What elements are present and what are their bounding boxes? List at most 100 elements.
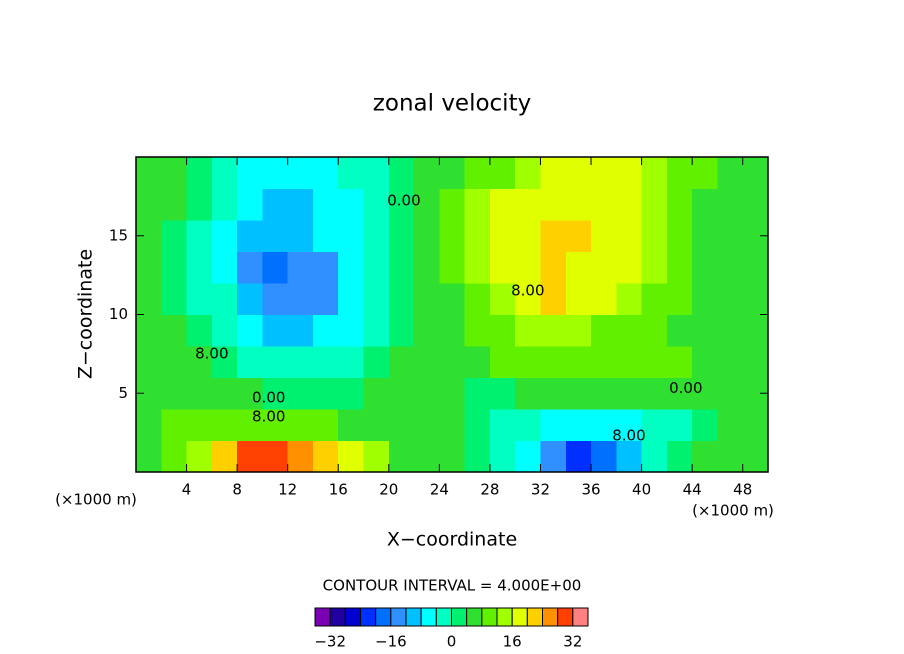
field-cell (338, 377, 365, 410)
field-cell (287, 377, 314, 410)
field-cell (666, 157, 693, 189)
field-cell (641, 377, 668, 410)
field-cell (464, 377, 491, 410)
field-cell (591, 220, 617, 252)
field-cell (540, 440, 567, 473)
field-cell (312, 377, 339, 410)
field-cell (262, 157, 289, 189)
field-cell (388, 377, 415, 410)
field-cell (616, 157, 643, 189)
x-unit-label: (×1000 m) (692, 502, 774, 520)
field-cell (717, 251, 744, 284)
field-cell (363, 188, 390, 221)
field-cell (717, 157, 744, 189)
field-cell (616, 377, 643, 410)
field-cell (717, 188, 744, 221)
field-cell (717, 283, 744, 315)
field-cell (186, 283, 213, 315)
field-cell (414, 314, 440, 347)
field-cell (540, 283, 567, 315)
field-cell (262, 440, 289, 473)
field-cell (540, 251, 567, 284)
field-cell (237, 314, 263, 347)
field-cell (388, 188, 415, 221)
field-cell (742, 188, 769, 221)
field-cell (717, 377, 744, 410)
x-tick-label: 20 (379, 481, 398, 499)
field-cell (439, 188, 466, 221)
field-cell (262, 377, 289, 410)
field-cell (363, 251, 390, 284)
field-cell (237, 440, 263, 473)
field-cell (363, 283, 390, 315)
field-cell (136, 346, 162, 378)
field-cell (717, 314, 744, 347)
field-cell (666, 440, 693, 473)
field-cell (439, 440, 466, 473)
field-cell (515, 346, 541, 378)
field-cell (312, 220, 339, 252)
field-cell (161, 346, 188, 378)
field-cell (388, 283, 415, 315)
field-cell (211, 188, 238, 221)
field-cell (414, 409, 440, 441)
field-cell (363, 157, 390, 189)
field-cell (591, 377, 617, 410)
field-cell (363, 220, 390, 252)
field-cell (312, 314, 339, 347)
field-cell (540, 188, 567, 221)
colorbar-box (451, 607, 468, 627)
field-cell (312, 251, 339, 284)
field-cell (692, 377, 718, 410)
field-cell (565, 409, 592, 441)
field-cell (161, 409, 188, 441)
field-cell (591, 283, 617, 315)
field-cell (414, 377, 440, 410)
field-cell (692, 157, 718, 189)
field-cell (186, 314, 213, 347)
x-tick-label: 12 (278, 481, 297, 499)
field-cell (616, 220, 643, 252)
field-cell (692, 409, 718, 441)
field-cell (237, 346, 263, 378)
field-cell (414, 188, 440, 221)
field-cell (262, 346, 289, 378)
field-cell (237, 188, 263, 221)
field-cell (565, 283, 592, 315)
field-cell (439, 283, 466, 315)
field (136, 157, 769, 473)
colorbar-tick-label: −32 (314, 633, 346, 651)
field-cell (515, 377, 541, 410)
field-cell (616, 314, 643, 347)
colorbar-box (360, 607, 377, 627)
field-cell (186, 157, 213, 189)
contour-interval: CONTOUR INTERVAL = 4.000E+00 (323, 577, 582, 595)
field-cell (338, 409, 365, 441)
field-cell (136, 409, 162, 441)
field-cell (717, 346, 744, 378)
field-cell (211, 346, 238, 378)
field-cell (742, 251, 769, 284)
field-cell (464, 440, 491, 473)
field-cell (616, 409, 643, 441)
field-cell (287, 409, 314, 441)
field-cell (616, 188, 643, 221)
field-cell (717, 409, 744, 441)
y-tick-label: 15 (109, 226, 128, 244)
contour-label: 0.00 (669, 379, 702, 397)
field-cell (464, 251, 491, 284)
field-cell (414, 157, 440, 189)
y-tick-label: 10 (109, 305, 128, 323)
field-cell (666, 251, 693, 284)
colorbar-box (390, 607, 407, 627)
field-cell (616, 251, 643, 284)
field-cell (515, 409, 541, 441)
field-cell (489, 188, 516, 221)
colorbar-box (405, 607, 422, 627)
field-cell (161, 440, 188, 473)
x-tick-label: 24 (430, 481, 449, 499)
colorbar-box (542, 607, 559, 627)
field-cell (414, 251, 440, 284)
colorbar-box (572, 607, 589, 627)
